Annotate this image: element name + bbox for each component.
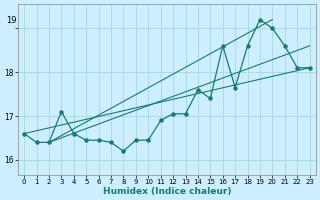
Text: 19: 19 <box>6 16 17 25</box>
X-axis label: Humidex (Indice chaleur): Humidex (Indice chaleur) <box>103 187 231 196</box>
